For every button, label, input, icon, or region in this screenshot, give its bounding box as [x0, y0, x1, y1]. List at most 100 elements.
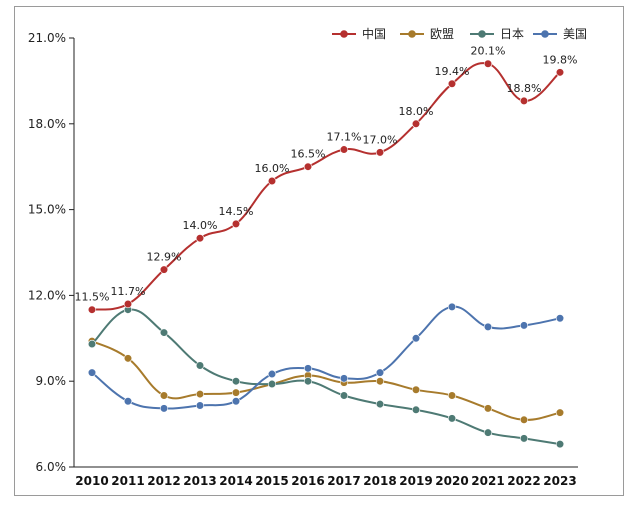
data-point	[123, 397, 133, 406]
data-point	[411, 119, 421, 128]
x-tick-label: 2011	[111, 474, 144, 488]
data-label: 11.5%	[75, 291, 110, 304]
legend-marker	[478, 30, 486, 38]
x-tick-label: 2020	[435, 474, 468, 488]
data-point	[267, 379, 277, 389]
data-point	[483, 59, 493, 68]
x-tick-label: 2021	[471, 474, 504, 488]
data-point	[519, 96, 529, 106]
data-point	[447, 79, 457, 88]
x-tick-label: 2015	[255, 474, 288, 488]
data-point	[375, 377, 385, 386]
axes: 6.0% 9.0% 12.0% 15.0% 18.0% 21.0% 2010 2011 2012…	[28, 31, 578, 488]
data-point	[339, 391, 349, 400]
data-label: 19.8%	[543, 53, 578, 66]
x-tick-label: 2023	[543, 474, 576, 488]
data-label: 18.0%	[399, 105, 434, 118]
data-point	[195, 361, 205, 370]
data-point	[555, 408, 565, 417]
data-label: 14.0%	[183, 219, 218, 232]
x-tick-label: 2017	[327, 474, 360, 488]
data-label: 19.4%	[435, 65, 470, 78]
data-point	[339, 374, 349, 383]
data-point	[411, 334, 421, 343]
data-point	[87, 305, 97, 314]
data-label: 14.5%	[219, 205, 254, 218]
data-point	[159, 265, 169, 274]
data-point	[555, 68, 565, 77]
y-tick-label: 18.0%	[28, 117, 66, 131]
chart-frame	[14, 6, 624, 496]
data-point	[447, 414, 457, 423]
series-3	[87, 302, 565, 413]
data-label: 16.5%	[291, 148, 326, 161]
data-point	[267, 176, 277, 186]
data-point	[519, 434, 529, 443]
legend-marker	[541, 30, 549, 38]
data-point	[231, 377, 241, 386]
series-2	[87, 305, 565, 449]
y-tick-label: 6.0%	[36, 460, 67, 474]
data-point	[195, 389, 205, 399]
data-point	[231, 219, 241, 228]
data-point	[447, 391, 457, 400]
x-tick-label: 2014	[219, 474, 252, 488]
data-point	[123, 299, 133, 309]
legend-label: 中国	[362, 26, 386, 41]
data-point	[555, 440, 565, 449]
data-point	[123, 354, 133, 363]
data-point	[519, 321, 529, 330]
data-point	[411, 385, 421, 394]
data-point	[231, 397, 241, 406]
series-layer: 11.5% 11.7% 12.9% 14.0%14.5% 16.0%16.5%17.1%…	[75, 45, 578, 449]
data-point	[231, 388, 241, 397]
data-point	[375, 148, 385, 157]
data-point	[447, 302, 457, 311]
legend-label: 美国	[563, 27, 587, 41]
data-point	[87, 368, 97, 377]
x-tick-label: 2013	[183, 474, 216, 488]
data-point	[303, 364, 313, 373]
data-point	[375, 399, 385, 409]
data-point	[195, 234, 205, 243]
data-point	[159, 328, 169, 337]
data-label: 18.8%	[507, 82, 542, 95]
data-label: 17.0%	[363, 133, 398, 146]
data-point	[555, 314, 565, 323]
data-point	[159, 391, 169, 400]
data-label: 16.0%	[255, 162, 290, 175]
data-label: 20.1%	[471, 45, 506, 58]
data-point	[339, 145, 349, 154]
series-1	[87, 337, 565, 424]
series-0: 11.5% 11.7% 12.9% 14.0%14.5% 16.0%16.5%17.1%…	[75, 45, 578, 314]
legend-label: 欧盟	[430, 27, 454, 41]
y-tick-label: 21.0%	[28, 31, 66, 45]
data-point	[303, 377, 313, 386]
data-point	[267, 369, 277, 379]
y-tick-label: 15.0%	[28, 203, 66, 217]
data-point	[87, 339, 97, 349]
x-tick-label: 2019	[399, 474, 432, 488]
data-point	[303, 162, 313, 171]
data-point	[375, 368, 385, 377]
legend-label: 日本	[500, 27, 524, 41]
y-tick-label: 9.0%	[36, 374, 67, 388]
x-tick-label: 2022	[507, 474, 540, 488]
data-point	[195, 401, 205, 410]
x-tick-label: 2016	[291, 474, 324, 488]
legend: 中国 欧盟 日本 美国	[332, 26, 587, 41]
y-tick-label: 12.0%	[28, 288, 66, 302]
data-point	[519, 415, 529, 424]
x-tick-label: 2012	[147, 474, 180, 488]
data-point	[159, 404, 169, 413]
x-tick-label: 2010	[75, 474, 108, 488]
data-point	[483, 428, 493, 437]
data-point	[483, 322, 493, 331]
data-point	[411, 405, 421, 414]
legend-marker	[340, 30, 348, 38]
data-point	[483, 404, 493, 413]
x-tick-label: 2018	[363, 474, 396, 488]
data-label: 17.1%	[327, 131, 362, 144]
legend-marker	[408, 30, 416, 38]
